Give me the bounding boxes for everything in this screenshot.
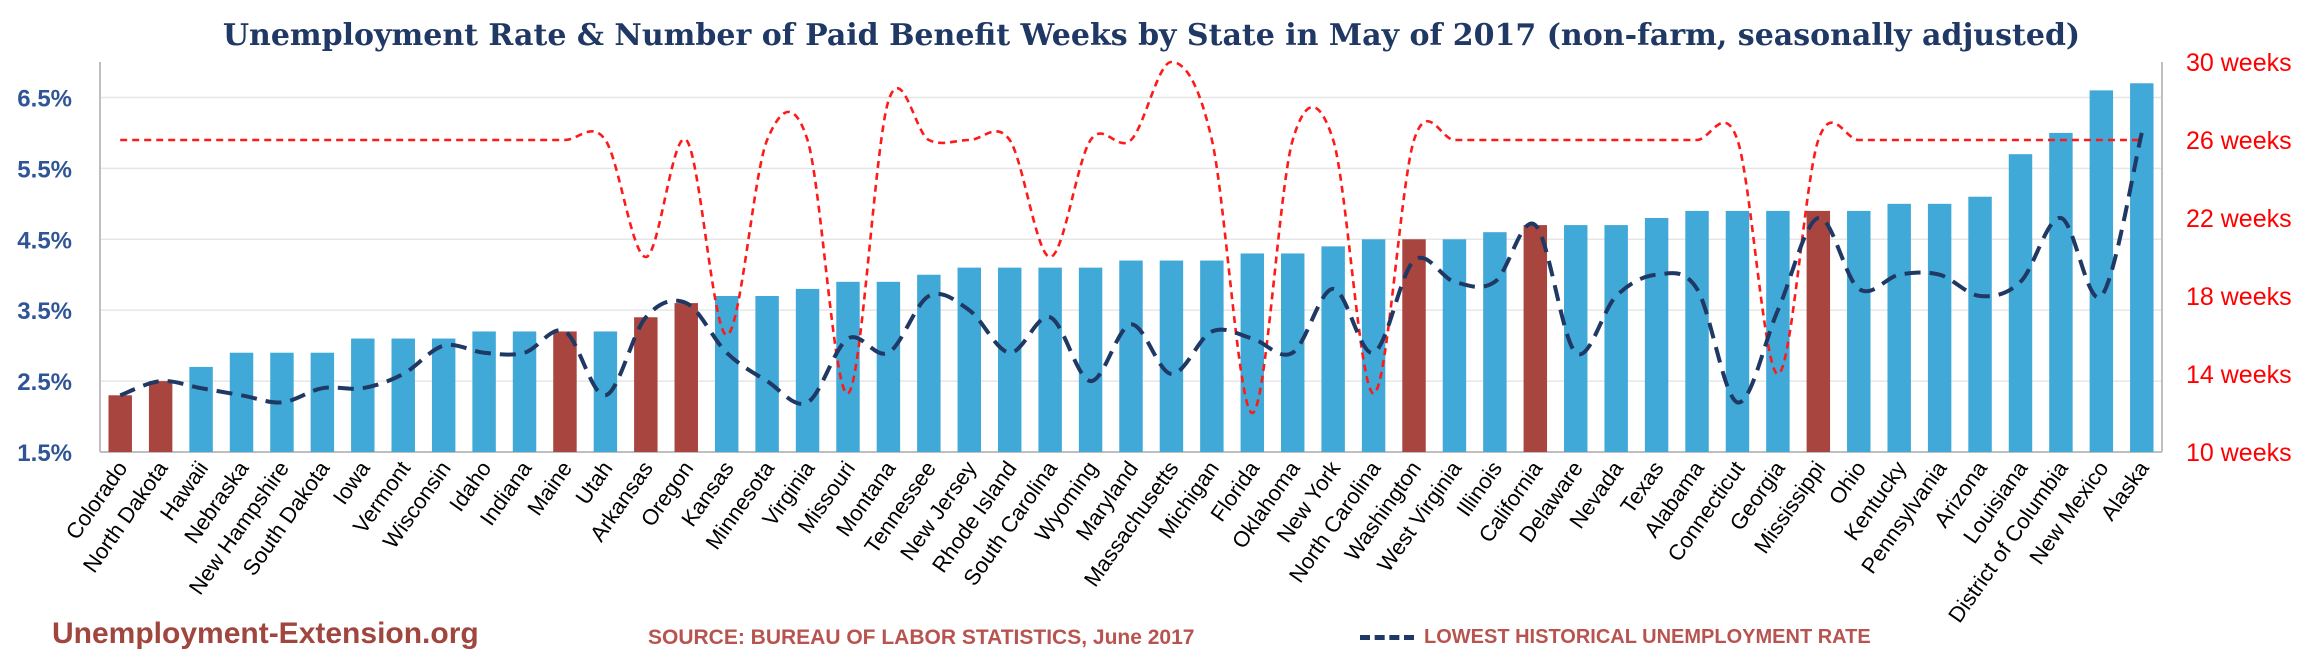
- lowest-historical-rate-line: [119, 132, 2144, 406]
- bar: [229, 352, 254, 452]
- y-left-tick-label: 6.5%: [17, 85, 72, 112]
- bar: [1887, 203, 1911, 452]
- bar: [553, 331, 577, 452]
- y-right-tick-label: 30 weeks: [2186, 49, 2292, 77]
- bar: [1806, 210, 1831, 452]
- bar: [714, 296, 739, 452]
- y-right-tick-label: 26 weeks: [2186, 127, 2292, 155]
- bar: [1604, 225, 1628, 452]
- paid-benefit-weeks-line: [120, 60, 2142, 415]
- lines-layer: [119, 60, 2144, 415]
- bar: [1402, 239, 1426, 452]
- bar: [634, 317, 658, 452]
- bar: [876, 281, 901, 452]
- bar: [1725, 210, 1750, 452]
- bar: [1321, 246, 1345, 452]
- y-left-tick-label: 1.5%: [17, 440, 72, 467]
- bar: [1685, 210, 1709, 452]
- y-right-tick-label: 10 weeks: [2186, 439, 2292, 467]
- bar: [917, 274, 941, 452]
- y-right-tick-label: 18 weeks: [2186, 283, 2292, 311]
- y-right-tick-label: 22 weeks: [2186, 205, 2292, 233]
- bar: [148, 381, 173, 452]
- bar: [1442, 239, 1467, 452]
- bar: [1766, 210, 1790, 452]
- y-left-tick-label: 2.5%: [17, 369, 72, 396]
- bar: [1038, 267, 1062, 452]
- bar: [836, 281, 860, 452]
- y-left-tick-label: 4.5%: [17, 227, 72, 254]
- bar: [1200, 260, 1224, 452]
- bar: [1523, 225, 1548, 452]
- bar: [1240, 253, 1265, 452]
- legend-dash-swatch: [1360, 634, 1414, 640]
- bar: [795, 288, 820, 452]
- legend: LOWEST HISTORICAL UNEMPLOYMENT RATE: [1360, 622, 1871, 652]
- legend-label: LOWEST HISTORICAL UNEMPLOYMENT RATE: [1424, 625, 1871, 648]
- bar: [957, 267, 981, 452]
- bar: [2130, 83, 2154, 452]
- bar: [2008, 154, 2033, 452]
- bar: [1968, 196, 1992, 452]
- x-category-label: Maine: [522, 457, 577, 520]
- bar: [674, 303, 698, 452]
- bar: [108, 395, 132, 452]
- bar: [1564, 225, 1588, 452]
- bar: [1159, 260, 1184, 452]
- bar: [1644, 218, 1669, 452]
- bar: [391, 338, 415, 452]
- y-left-tick-label: 3.5%: [17, 298, 72, 325]
- bar: [2089, 90, 2114, 452]
- bar: [1119, 260, 1143, 452]
- chart-title: Unemployment Rate & Number of Paid Benef…: [222, 18, 2081, 53]
- bar: [431, 338, 456, 452]
- bar: [270, 352, 294, 452]
- bar: [351, 338, 375, 452]
- bar: [1361, 239, 1386, 452]
- bar: [2049, 132, 2073, 452]
- site-name: Unemployment-Extension.org: [52, 617, 479, 650]
- bar: [593, 331, 618, 452]
- bar: [1078, 267, 1103, 452]
- bar: [189, 366, 213, 452]
- y-right-tick-label: 14 weeks: [2186, 361, 2292, 389]
- bar: [472, 331, 496, 452]
- bar: [512, 331, 537, 452]
- bar: [1927, 203, 1952, 452]
- bar: [755, 296, 779, 452]
- bar: [310, 352, 335, 452]
- source-note: SOURCE: BUREAU OF LABOR STATISTICS, June…: [648, 626, 1195, 649]
- y-left-tick-label: 5.5%: [17, 156, 72, 183]
- bar: [1847, 210, 1871, 452]
- bar: [1483, 232, 1507, 452]
- bar: [997, 267, 1022, 452]
